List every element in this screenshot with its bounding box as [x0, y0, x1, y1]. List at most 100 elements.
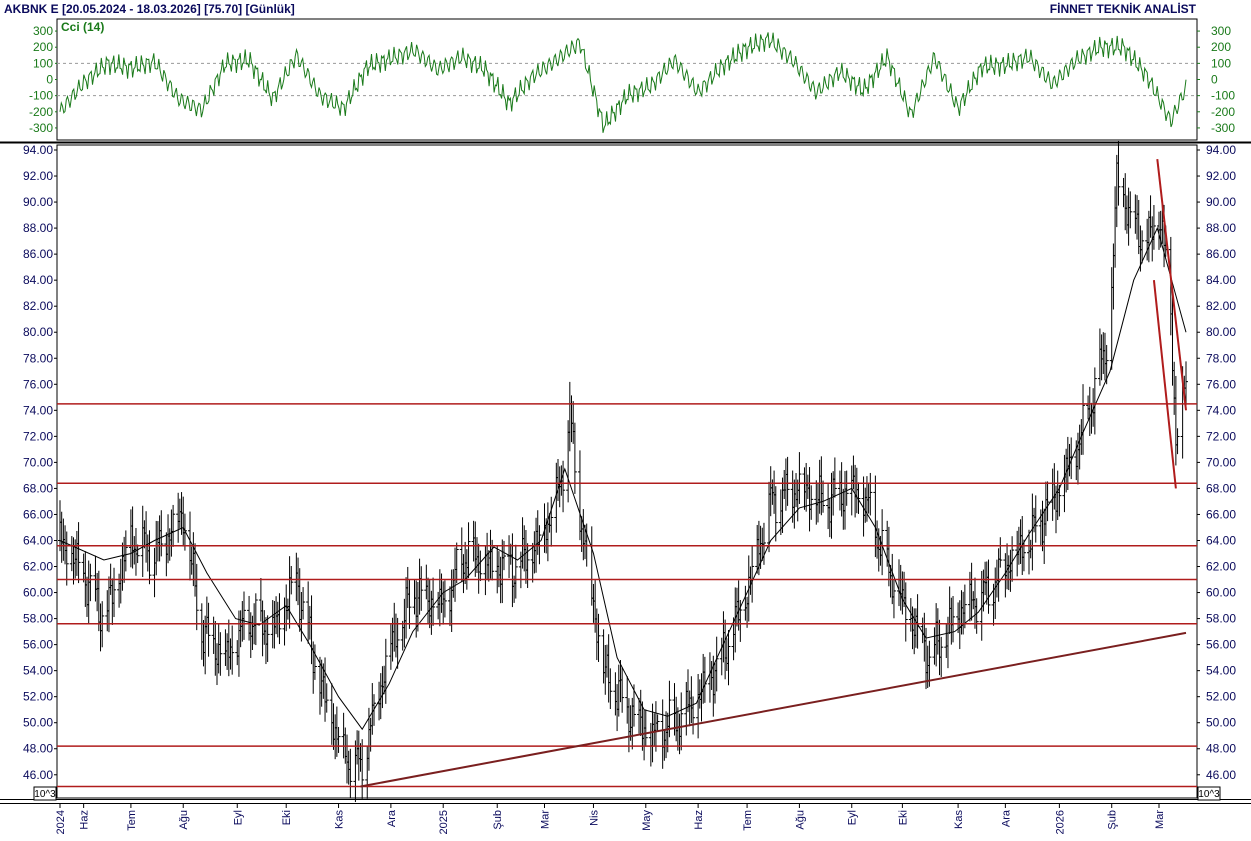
- cci-line: [59, 32, 1187, 133]
- price-ytick-label-right: 72.00: [1206, 429, 1236, 443]
- price-panel: 94.00 92.00 90.00 88.00 86.00 84.00 82.00 80.00…: [23, 140, 1236, 803]
- xtick-label: Şub: [492, 810, 504, 830]
- price-ytick-label-left: 74.00: [23, 403, 53, 417]
- price-ytick-label-left: 76.00: [23, 377, 53, 391]
- price-ytick-label-left: 64.00: [23, 533, 53, 547]
- price-ytick-label-left: 84.00: [23, 273, 53, 287]
- price-ytick-label-left: 92.00: [23, 169, 53, 183]
- xtick-label: Şub: [1107, 810, 1119, 830]
- price-ytick-label-left: 82.00: [23, 299, 53, 313]
- xtick-label: 2026: [1054, 810, 1066, 834]
- xtick-label: Eyl: [232, 810, 244, 825]
- price-ytick-label-right: 86.00: [1206, 247, 1236, 261]
- price-y-axis-left: 94.00 92.00 90.00 88.00 86.00 84.00 82.00 80.00…: [23, 143, 57, 782]
- price-ytick-label-right: 92.00: [1206, 169, 1236, 183]
- xtick-label: Eyl: [847, 810, 859, 825]
- price-ytick-label-right: 80.00: [1206, 325, 1236, 339]
- cci-ytick-label-right: -100: [1211, 89, 1235, 103]
- xtick-label: Tem: [126, 810, 138, 831]
- price-ytick-label-right: 76.00: [1206, 377, 1236, 391]
- price-ytick-label-right: 90.00: [1206, 195, 1236, 209]
- x-axis: 2024 Haz Tem Ağu Eyl Eki Kas Ara 2025 Şub Mar Nis Ma…: [55, 803, 1166, 834]
- cci-ytick-label-left: -200: [29, 105, 53, 119]
- cci-ytick-label-left: 300: [33, 24, 53, 38]
- cci-title: Cci (14): [61, 20, 104, 34]
- xtick-label: Haz: [79, 810, 91, 830]
- scale-badge-left-icon: 10^3: [33, 786, 57, 801]
- cci-ytick-label-right: -300: [1211, 121, 1235, 135]
- xtick-label: 2025: [438, 810, 450, 834]
- cci-ytick-label-left: 0: [46, 73, 53, 87]
- price-ytick-label-right: 48.00: [1206, 742, 1236, 756]
- xtick-label: Mar: [1154, 810, 1166, 829]
- xtick-label: Nis: [589, 810, 601, 826]
- trendline: [1156, 158, 1187, 411]
- xtick-label: Eki: [281, 810, 293, 825]
- price-ytick-label-right: 84.00: [1206, 273, 1236, 287]
- price-ytick-label-left: 58.00: [23, 612, 53, 626]
- price-ytick-label-left: 94.00: [23, 143, 53, 157]
- trendlines: [360, 158, 1187, 788]
- price-ytick-label-right: 94.00: [1206, 143, 1236, 157]
- price-ytick-label-left: 46.00: [23, 768, 53, 782]
- cci-ytick-label-left: 100: [33, 56, 53, 70]
- price-ytick-label-right: 54.00: [1206, 664, 1236, 678]
- price-ytick-label-left: 88.00: [23, 221, 53, 235]
- xtick-label: Ara: [1000, 809, 1012, 827]
- price-ytick-label-right: 56.00: [1206, 638, 1236, 652]
- trendline: [1152, 280, 1177, 489]
- xtick-label: May: [641, 810, 653, 831]
- price-ytick-label-left: 52.00: [23, 690, 53, 704]
- price-ytick-label-left: 56.00: [23, 638, 53, 652]
- price-ytick-label-left: 66.00: [23, 507, 53, 521]
- chart-header-left: AKBNK E [20.05.2024 - 18.03.2026] [75.70…: [4, 2, 295, 16]
- cci-ytick-label-left: -100: [29, 89, 53, 103]
- price-ytick-label-right: 62.00: [1206, 560, 1236, 574]
- xtick-label: Ara: [386, 809, 398, 827]
- cci-ytick-label-right: -200: [1211, 105, 1235, 119]
- scale-badge-right-icon: 10^3: [1197, 786, 1221, 801]
- price-ytick-label-left: 54.00: [23, 664, 53, 678]
- cci-ytick-label-right: 200: [1211, 40, 1231, 54]
- price-ytick-label-right: 46.00: [1206, 768, 1236, 782]
- xtick-label: Mar: [540, 810, 552, 829]
- cci-ytick-label-left: 200: [33, 40, 53, 54]
- cci-ytick-label-right: 300: [1211, 24, 1231, 38]
- price-ytick-label-right: 50.00: [1206, 716, 1236, 730]
- xtick-label: Eki: [897, 810, 909, 825]
- support-resistance-levels: [57, 403, 1197, 788]
- scale-badge-right-label: 10^3: [1198, 789, 1220, 800]
- price-ytick-label-left: 68.00: [23, 481, 53, 495]
- cci-ytick-label-left: -300: [29, 121, 53, 135]
- xtick-label: Kas: [334, 810, 346, 829]
- price-bars: [58, 140, 1188, 803]
- xtick-label: Haz: [693, 810, 705, 830]
- price-ytick-label-right: 60.00: [1206, 586, 1236, 600]
- price-ytick-label-left: 48.00: [23, 742, 53, 756]
- price-ytick-label-right: 74.00: [1206, 403, 1236, 417]
- xtick-label: Tem: [742, 810, 754, 831]
- price-ytick-label-right: 82.00: [1206, 299, 1236, 313]
- xtick-label: 2024: [55, 810, 67, 834]
- cci-panel: 300 200 100 0 -100 -200 -300 300 200 100 0 -100 -20…: [29, 18, 1235, 141]
- xtick-label: Kas: [953, 810, 965, 829]
- price-ytick-label-left: 86.00: [23, 247, 53, 261]
- cci-y-axis-left: 300 200 100 0 -100 -200 -300: [29, 24, 57, 135]
- cci-y-axis-right: 300 200 100 0 -100 -200 -300: [1197, 24, 1235, 135]
- xtick-label: Ağu: [178, 810, 190, 830]
- xtick-label: Ağu: [794, 810, 806, 830]
- price-y-axis-right: 94.00 92.00 90.00 88.00 86.00 84.00 82.00 80.00…: [1197, 143, 1236, 782]
- price-ytick-label-left: 70.00: [23, 455, 53, 469]
- cci-ytick-label-right: 0: [1211, 73, 1218, 87]
- price-ytick-label-right: 66.00: [1206, 507, 1236, 521]
- price-ytick-label-right: 78.00: [1206, 351, 1236, 365]
- price-ytick-label-left: 60.00: [23, 586, 53, 600]
- price-ytick-label-left: 80.00: [23, 325, 53, 339]
- price-ytick-label-left: 78.00: [23, 351, 53, 365]
- price-ytick-label-right: 52.00: [1206, 690, 1236, 704]
- price-ytick-label-left: 72.00: [23, 429, 53, 443]
- price-ytick-label-left: 62.00: [23, 560, 53, 574]
- cci-ytick-label-right: 100: [1211, 56, 1231, 70]
- price-ytick-label-right: 68.00: [1206, 481, 1236, 495]
